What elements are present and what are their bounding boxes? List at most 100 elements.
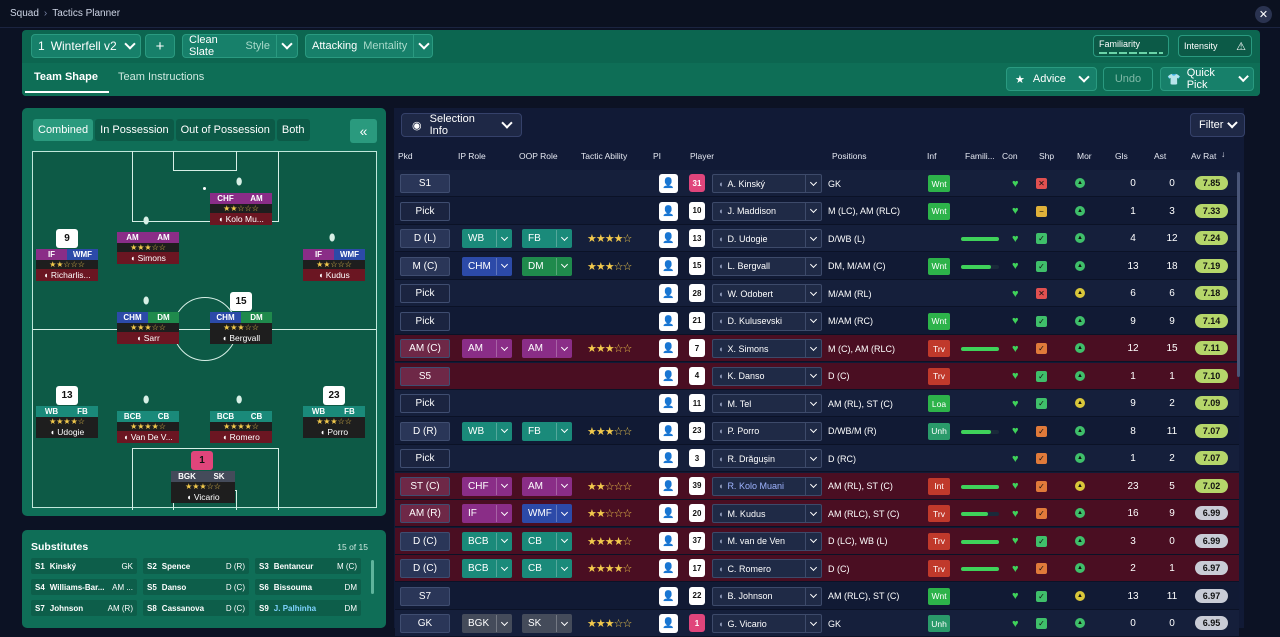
table-row[interactable]: Pick 👤 3 ◖ R. Drăgușin D (RC) ♥ ✓ ▲ 1 2 7.07 (395, 445, 1239, 472)
column-header[interactable]: Con (1002, 151, 1018, 161)
player-instructions-icon[interactable]: 👤 (659, 531, 678, 551)
filter-button[interactable]: Filter (1190, 113, 1245, 137)
pitch-player-card[interactable]: IF WMF ★★☆☆☆ ◖ Richarlis... (36, 249, 98, 281)
oop-role-select[interactable]: FB (522, 229, 572, 248)
column-header[interactable]: IP Role (458, 151, 486, 161)
player-select[interactable]: ◖ D. Udogie (712, 229, 822, 248)
column-header[interactable]: Famili... (965, 151, 995, 161)
pitch-player-card[interactable]: CHF AM ★★☆☆☆ ◖ Kolo Mu... (210, 193, 272, 225)
table-row[interactable]: Pick 👤 10 ◖ J. Maddison M (LC), AM (RLC) Wnt ♥ −… (395, 197, 1239, 225)
ip-role-select[interactable]: AM (462, 339, 512, 358)
table-row[interactable]: Pick 👤 28 ◖ W. Odobert M/AM (RL) ♥ ✕ ▲ 6 6 7.18 (395, 280, 1239, 307)
ip-role-select[interactable]: WB (462, 421, 512, 441)
player-instructions-icon[interactable]: 👤 (659, 394, 678, 413)
player-select[interactable]: ◖ R. Drăgușin (712, 449, 822, 468)
table-row[interactable]: D (R) WB FB ★★★☆☆ 👤 23 ◖ P. Porro D/WB/M (R) Unh ♥… (395, 417, 1239, 445)
column-header[interactable]: Mor (1077, 151, 1092, 161)
player-select[interactable]: ◖ M. Kudus (712, 504, 822, 523)
substitute-item[interactable]: S9 J. Palhinha DM (255, 600, 361, 616)
picked-slot[interactable]: Pick (400, 311, 450, 331)
player-select[interactable]: ◖ M. Tel (712, 394, 822, 413)
picked-slot[interactable]: Pick (400, 449, 450, 468)
pitch-player-card[interactable]: WB FB ★★★☆☆ ◖ Porro (303, 406, 365, 438)
player-select[interactable]: ◖ R. Kolo Muani (712, 476, 822, 496)
oop-role-select[interactable]: SK (522, 614, 572, 633)
column-header[interactable]: Player (690, 151, 715, 161)
picked-slot[interactable]: Pick (400, 394, 450, 413)
table-row[interactable]: D (C) BCB CB ★★★★☆ 👤 37 ◖ M. van de Ven D (LC), … (395, 527, 1239, 555)
table-row[interactable]: M (C) CHM DM ★★★☆☆ 👤 15 ◖ L. Bergvall DM, M/AM (… (395, 252, 1239, 280)
picked-slot[interactable]: D (C) (400, 531, 450, 551)
breadcrumb-root[interactable]: Squad (10, 8, 39, 19)
pitch-player-card[interactable]: BCB CB ★★★★☆ ◖ Romero (210, 411, 272, 443)
ip-role-select[interactable]: CHF (462, 476, 512, 496)
substitute-item[interactable]: S3 Bentancur M (C) (255, 558, 361, 574)
player-instructions-icon[interactable]: 👤 (659, 421, 678, 441)
ip-role-select[interactable]: BGK (462, 614, 512, 633)
mentality-selector[interactable]: Attacking Mentality (305, 34, 433, 58)
player-instructions-icon[interactable]: 👤 (659, 229, 678, 248)
substitute-item[interactable]: S2 Spence D (R) (143, 558, 249, 574)
tab-team-shape[interactable]: Team Shape (34, 71, 98, 83)
substitute-item[interactable]: S6 Bissouma DM (255, 579, 361, 595)
player-instructions-icon[interactable]: 👤 (659, 559, 678, 578)
pitch-player-card[interactable]: BGK SK ★★★☆☆ ◖ Vicario (171, 471, 235, 503)
player-select[interactable]: ◖ G. Vicario (712, 614, 822, 633)
player-select[interactable]: ◖ X. Simons (712, 339, 822, 358)
tab-out-of-possession[interactable]: Out of Possession (175, 119, 275, 141)
column-header[interactable]: Shp (1039, 151, 1055, 161)
tab-team-instructions[interactable]: Team Instructions (118, 71, 205, 83)
player-instructions-icon[interactable]: 👤 (659, 614, 678, 633)
intensity-meter[interactable]: Intensity ⚠ (1178, 35, 1252, 57)
ip-role-select[interactable]: CHM (462, 256, 512, 276)
substitute-item[interactable]: S1 Kinský GK (31, 558, 137, 574)
player-instructions-icon[interactable]: 👤 (659, 284, 678, 303)
player-select[interactable]: ◖ W. Odobert (712, 284, 822, 303)
picked-slot[interactable]: D (C) (400, 559, 450, 578)
pitch-player-card[interactable]: WB FB ★★★★☆ ◖ Udogie (36, 406, 98, 438)
ip-role-select[interactable]: BCB (462, 531, 512, 551)
tab-both[interactable]: Both (276, 119, 310, 141)
player-instructions-icon[interactable]: 👤 (659, 201, 678, 221)
swap-icon[interactable]: ⬮ (143, 216, 150, 227)
swap-icon[interactable]: ⬮ (236, 395, 243, 406)
column-header[interactable]: PI (653, 151, 662, 161)
player-select[interactable]: ◖ A. Kinský (712, 174, 822, 193)
substitute-item[interactable]: S8 Cassanova D (C) (143, 600, 249, 616)
player-select[interactable]: ◖ C. Romero (712, 559, 822, 578)
oop-role-select[interactable]: AM (522, 476, 572, 496)
ip-role-select[interactable]: BCB (462, 559, 512, 578)
player-select[interactable]: ◖ P. Porro (712, 421, 822, 441)
substitute-item[interactable]: S5 Danso D (C) (143, 579, 249, 595)
pitch-player-card[interactable]: BCB CB ★★★★☆ ◖ Van De V... (117, 411, 179, 443)
style-selector[interactable]: Clean Slate Style (182, 34, 298, 58)
picked-slot[interactable]: M (C) (400, 256, 450, 276)
picked-slot[interactable]: S5 (400, 366, 450, 386)
table-row[interactable]: D (L) WB FB ★★★★☆ 👤 13 ◖ D. Udogie D/WB (L) ♥ ✓ ▲ 4 1… (395, 225, 1239, 252)
table-row[interactable]: D (C) BCB CB ★★★★☆ 👤 17 ◖ C. Romero D (C) Trv ♥ ✓ ▲ 2… (395, 555, 1239, 582)
picked-slot[interactable]: D (L) (400, 229, 450, 248)
oop-role-select[interactable]: FB (522, 421, 572, 441)
player-instructions-icon[interactable]: 👤 (659, 586, 678, 606)
oop-role-select[interactable]: CB (522, 531, 572, 551)
close-icon[interactable]: ✕ (1255, 6, 1272, 23)
column-header[interactable]: Pkd (398, 151, 413, 161)
oop-role-select[interactable]: DM (522, 256, 572, 276)
column-header[interactable]: Tactic Ability (581, 151, 628, 161)
picked-slot[interactable]: S7 (400, 586, 450, 606)
pitch-player-card[interactable]: CHM DM ★★★☆☆ ◖ Sarr (117, 312, 179, 344)
player-select[interactable]: ◖ K. Danso (712, 366, 822, 386)
tab-in-possession[interactable]: In Possession (95, 119, 174, 141)
table-row[interactable]: GK BGK SK ★★★☆☆ 👤 1 ◖ G. Vicario GK Unh ♥ ✓ ▲ 0 0 6.95 (395, 610, 1239, 637)
undo-button[interactable]: Undo (1103, 67, 1153, 91)
player-instructions-icon[interactable]: 👤 (659, 449, 678, 468)
substitute-item[interactable]: S7 Johnson AM (R) (31, 600, 137, 616)
table-row[interactable]: AM (C) AM AM ★★★☆☆ 👤 7 ◖ X. Simons M (C), AM (RL… (395, 335, 1239, 362)
player-instructions-icon[interactable]: 👤 (659, 256, 678, 276)
player-instructions-icon[interactable]: 👤 (659, 174, 678, 193)
table-row[interactable]: Pick 👤 11 ◖ M. Tel AM (RL), ST (C) Loa ♥ ✓ ▲ 9 2 7.0… (395, 390, 1239, 417)
picked-slot[interactable]: Pick (400, 284, 450, 303)
ip-role-select[interactable]: WB (462, 229, 512, 248)
pitch-player-card[interactable]: IF WMF ★★☆☆☆ ◖ Kudus (303, 249, 365, 281)
swap-icon[interactable]: ⬮ (329, 233, 336, 244)
